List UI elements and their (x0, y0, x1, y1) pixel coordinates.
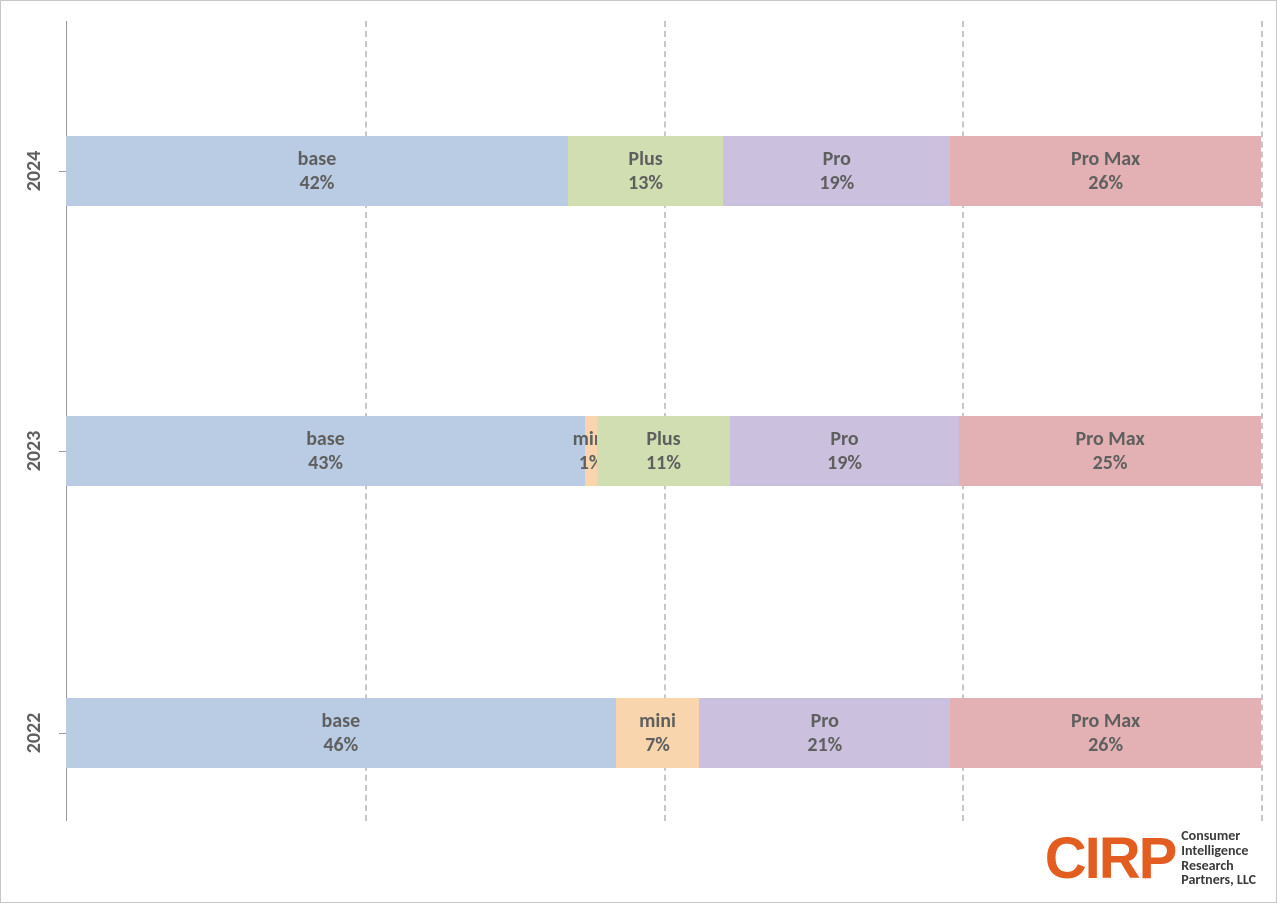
segment-value: 19% (819, 171, 854, 195)
segment-name: Pro (811, 709, 839, 733)
bar-segment: mini1% (585, 416, 597, 486)
segment-name: Pro Max (1071, 709, 1140, 733)
logo-acronym: CIRP (1045, 833, 1176, 885)
logo-text: Consumer Intelligence Research Partners,… (1181, 829, 1256, 888)
segment-value: 13% (628, 171, 663, 195)
y-axis-label: 2023 (22, 426, 46, 476)
logo-line4: Partners, LLC (1181, 873, 1256, 888)
bar-row: base43%mini1%Plus11%Pro19%Pro Max25% (66, 416, 1261, 486)
segment-value: 42% (300, 171, 335, 195)
bar-segment: base43% (66, 416, 585, 486)
bar-segment: Pro Max26% (950, 698, 1261, 768)
bar-segment: mini7% (616, 698, 700, 768)
bar-segment: base46% (66, 698, 616, 768)
segment-name: mini (639, 709, 676, 733)
bar-segment: Plus11% (597, 416, 730, 486)
segment-value: 7% (645, 733, 670, 757)
segment-name: base (322, 709, 361, 733)
y-axis-label: 2024 (22, 146, 46, 196)
bar-row: base42%Plus13%Pro19%Pro Max26% (66, 136, 1261, 206)
segment-value: 25% (1093, 451, 1128, 475)
bar-segment: Pro21% (699, 698, 950, 768)
y-tick (59, 733, 66, 734)
segment-name: Plus (628, 147, 662, 171)
segment-name: Pro Max (1071, 147, 1140, 171)
cirp-logo: CIRP Consumer Intelligence Research Part… (1045, 829, 1256, 888)
segment-name: Plus (646, 427, 680, 451)
bar-segment: Pro Max26% (950, 136, 1261, 206)
plot-area: base42%Plus13%Pro19%Pro Max26%base43%min… (66, 21, 1261, 821)
y-axis-label: 2022 (22, 708, 46, 758)
segment-name: base (306, 427, 345, 451)
segment-value: 26% (1088, 733, 1123, 757)
segment-name: Pro (823, 147, 851, 171)
segment-value: 46% (323, 733, 358, 757)
segment-value: 21% (807, 733, 842, 757)
segment-value: 26% (1088, 171, 1123, 195)
y-tick (59, 451, 66, 452)
gridline (1261, 21, 1263, 821)
bar-segment: Pro19% (723, 136, 950, 206)
segment-value: 19% (827, 451, 862, 475)
segment-name: Pro (830, 427, 858, 451)
chart-frame: base42%Plus13%Pro19%Pro Max26%base43%min… (0, 0, 1277, 903)
segment-name: Pro Max (1076, 427, 1145, 451)
bar-segment: Pro19% (730, 416, 959, 486)
bar-segment: base42% (66, 136, 568, 206)
y-tick (59, 171, 66, 172)
segment-value: 43% (308, 451, 343, 475)
bar-segment: Pro Max25% (959, 416, 1261, 486)
segment-value: 11% (646, 451, 681, 475)
segment-name: base (298, 147, 337, 171)
bar-segment: Plus13% (568, 136, 723, 206)
bar-row: base46%mini7%Pro21%Pro Max26% (66, 698, 1261, 768)
